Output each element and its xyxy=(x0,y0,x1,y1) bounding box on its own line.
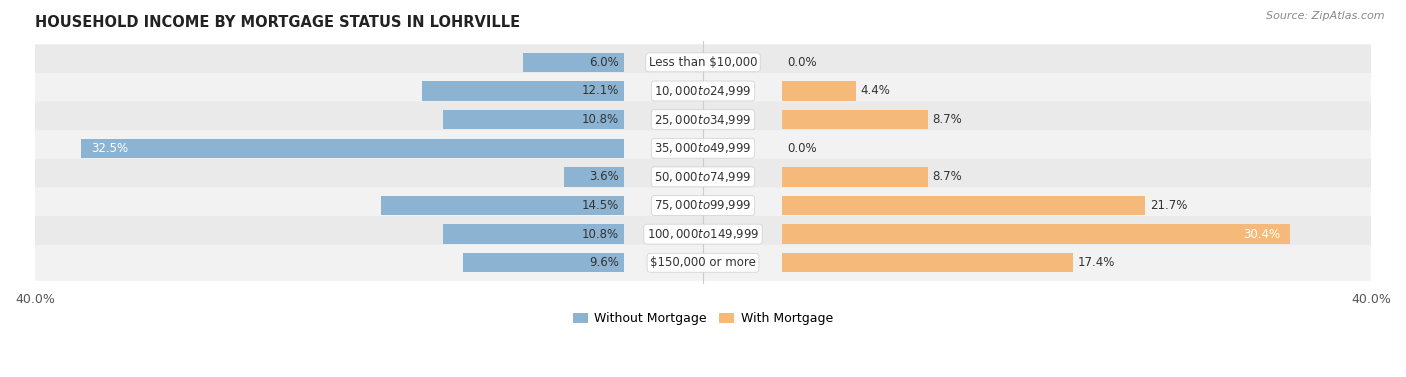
Text: $50,000 to $74,999: $50,000 to $74,999 xyxy=(654,170,752,184)
Bar xyxy=(564,167,624,187)
Bar xyxy=(782,81,856,101)
Text: 8.7%: 8.7% xyxy=(932,170,962,183)
Text: 12.1%: 12.1% xyxy=(581,84,619,98)
Bar xyxy=(464,253,624,273)
Text: 0.0%: 0.0% xyxy=(787,56,817,69)
Text: $25,000 to $34,999: $25,000 to $34,999 xyxy=(654,113,752,127)
FancyBboxPatch shape xyxy=(24,187,1382,224)
Bar xyxy=(422,81,624,101)
Text: 17.4%: 17.4% xyxy=(1078,256,1115,269)
FancyBboxPatch shape xyxy=(24,130,1382,166)
Bar xyxy=(782,196,1144,215)
Text: $35,000 to $49,999: $35,000 to $49,999 xyxy=(654,141,752,155)
FancyBboxPatch shape xyxy=(24,216,1382,252)
Bar xyxy=(82,138,624,158)
Text: 8.7%: 8.7% xyxy=(932,113,962,126)
Text: HOUSEHOLD INCOME BY MORTGAGE STATUS IN LOHRVILLE: HOUSEHOLD INCOME BY MORTGAGE STATUS IN L… xyxy=(35,15,520,30)
Text: 6.0%: 6.0% xyxy=(589,56,619,69)
Text: Less than $10,000: Less than $10,000 xyxy=(648,56,758,69)
Text: 10.8%: 10.8% xyxy=(582,228,619,241)
Text: Source: ZipAtlas.com: Source: ZipAtlas.com xyxy=(1267,11,1385,21)
FancyBboxPatch shape xyxy=(24,101,1382,138)
Bar xyxy=(443,110,624,129)
Bar xyxy=(782,253,1073,273)
Bar xyxy=(782,110,928,129)
Text: $10,000 to $24,999: $10,000 to $24,999 xyxy=(654,84,752,98)
Bar xyxy=(523,53,624,72)
FancyBboxPatch shape xyxy=(24,245,1382,281)
Bar xyxy=(782,167,928,187)
Legend: Without Mortgage, With Mortgage: Without Mortgage, With Mortgage xyxy=(568,308,838,331)
Text: 10.8%: 10.8% xyxy=(582,113,619,126)
Text: $150,000 or more: $150,000 or more xyxy=(650,256,756,269)
FancyBboxPatch shape xyxy=(24,159,1382,195)
FancyBboxPatch shape xyxy=(24,73,1382,109)
Text: $100,000 to $149,999: $100,000 to $149,999 xyxy=(647,227,759,241)
Bar xyxy=(443,224,624,244)
Text: $75,000 to $99,999: $75,000 to $99,999 xyxy=(654,199,752,213)
Bar xyxy=(381,196,624,215)
FancyBboxPatch shape xyxy=(24,44,1382,80)
Text: 9.6%: 9.6% xyxy=(589,256,619,269)
Text: 32.5%: 32.5% xyxy=(91,142,128,155)
Bar xyxy=(782,224,1291,244)
Text: 4.4%: 4.4% xyxy=(860,84,891,98)
Text: 30.4%: 30.4% xyxy=(1243,228,1279,241)
Text: 0.0%: 0.0% xyxy=(787,142,817,155)
Text: 3.6%: 3.6% xyxy=(589,170,619,183)
Text: 21.7%: 21.7% xyxy=(1150,199,1187,212)
Text: 14.5%: 14.5% xyxy=(582,199,619,212)
